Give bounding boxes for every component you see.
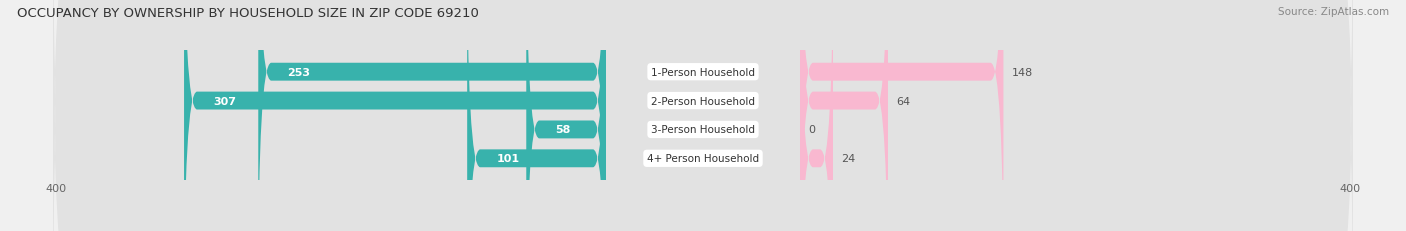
Text: 2-Person Household: 2-Person Household [651, 96, 755, 106]
Text: 307: 307 [214, 96, 236, 106]
FancyBboxPatch shape [467, 0, 606, 231]
Text: 253: 253 [287, 67, 311, 77]
Text: 24: 24 [841, 154, 855, 164]
FancyBboxPatch shape [184, 0, 606, 231]
Text: 101: 101 [496, 154, 519, 164]
Text: Source: ZipAtlas.com: Source: ZipAtlas.com [1278, 7, 1389, 17]
FancyBboxPatch shape [53, 0, 1353, 231]
Text: 148: 148 [1011, 67, 1033, 77]
FancyBboxPatch shape [53, 0, 1353, 231]
Text: 1-Person Household: 1-Person Household [651, 67, 755, 77]
FancyBboxPatch shape [53, 0, 1353, 231]
Text: 3-Person Household: 3-Person Household [651, 125, 755, 135]
Text: 64: 64 [896, 96, 910, 106]
FancyBboxPatch shape [800, 0, 1004, 231]
FancyBboxPatch shape [800, 0, 889, 231]
Legend: Owner-occupied, Renter-occupied: Owner-occupied, Renter-occupied [593, 228, 813, 231]
Text: 4+ Person Household: 4+ Person Household [647, 154, 759, 164]
FancyBboxPatch shape [53, 0, 1353, 231]
FancyBboxPatch shape [526, 0, 606, 231]
Text: OCCUPANCY BY OWNERSHIP BY HOUSEHOLD SIZE IN ZIP CODE 69210: OCCUPANCY BY OWNERSHIP BY HOUSEHOLD SIZE… [17, 7, 479, 20]
Text: 0: 0 [808, 125, 815, 135]
FancyBboxPatch shape [259, 0, 606, 231]
Text: 58: 58 [555, 125, 571, 135]
FancyBboxPatch shape [800, 0, 832, 231]
